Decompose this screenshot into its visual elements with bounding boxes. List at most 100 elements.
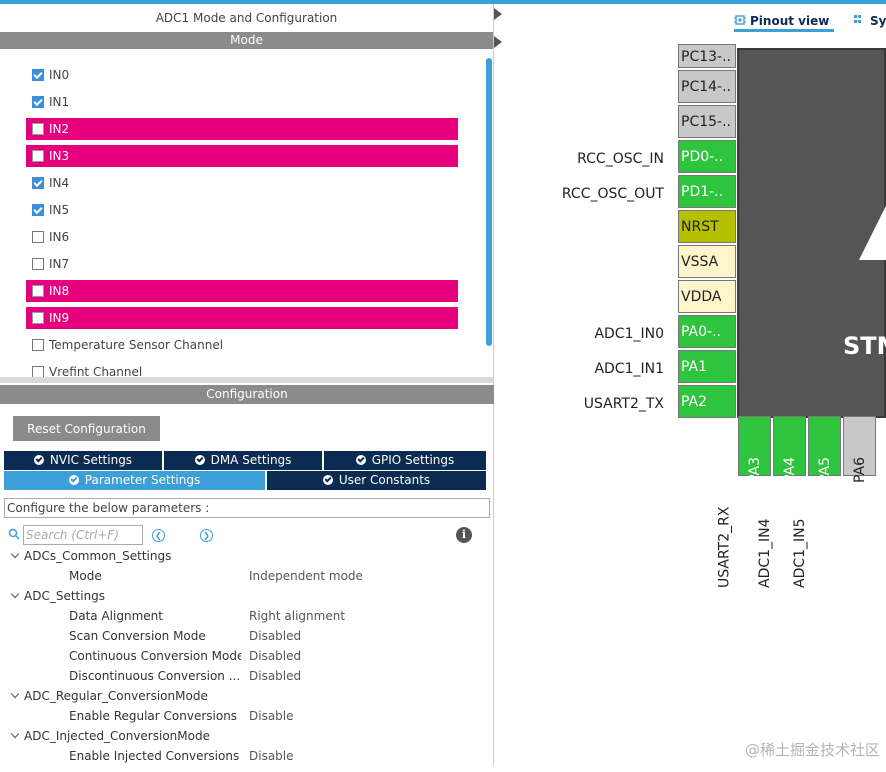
- configuration-header: Configuration: [0, 385, 494, 404]
- top-accent-bar: [0, 0, 886, 4]
- collapse-arrow-icon[interactable]: [494, 36, 502, 48]
- checkbox-checked-icon[interactable]: [32, 69, 44, 81]
- mode-channel-item[interactable]: IN7: [26, 253, 458, 275]
- tree-group-adc-settings[interactable]: ADC_Settings: [10, 586, 105, 606]
- pin-label-pa0: ADC1_IN0: [594, 326, 664, 342]
- mode-channel-label: IN5: [49, 203, 70, 217]
- checkbox-unchecked-icon[interactable]: [32, 150, 44, 162]
- mode-channel-label: IN3: [49, 149, 70, 163]
- mode-channel-label: Temperature Sensor Channel: [49, 338, 224, 352]
- search-icon: [8, 528, 20, 540]
- mode-header: Mode: [0, 32, 493, 49]
- pin-pa6[interactable]: PA6: [843, 416, 876, 483]
- collapse-arrow-icon[interactable]: [494, 8, 502, 20]
- mode-channel-item[interactable]: IN3: [26, 145, 458, 167]
- param-enable-regular-conversions[interactable]: Enable Regular Conversions Disable: [69, 709, 294, 723]
- tab-system-view[interactable]: Sy: [854, 10, 886, 32]
- tab-pinout-view[interactable]: Pinout view: [734, 10, 834, 32]
- reset-configuration-button[interactable]: Reset Configuration: [13, 416, 160, 441]
- param-data-alignment[interactable]: Data Alignment Right alignment: [69, 609, 346, 623]
- chevron-down-icon: [10, 549, 20, 559]
- checkbox-unchecked-icon[interactable]: [32, 123, 44, 135]
- st-logo-icon: [859, 206, 886, 260]
- tree-group-adc-injected-conversion-mode[interactable]: ADC_Injected_ConversionMode: [10, 726, 210, 746]
- pin-pc15[interactable]: PC15-..: [678, 105, 736, 138]
- tab-user-constants[interactable]: User Constants: [267, 471, 487, 490]
- checkbox-unchecked-icon[interactable]: [32, 312, 44, 324]
- mode-channel-label: Vrefint Channel: [49, 365, 143, 378]
- checkbox-unchecked-icon[interactable]: [32, 339, 44, 351]
- pin-pd0[interactable]: PD0-..: [678, 140, 736, 173]
- mode-channel-item[interactable]: IN6: [26, 226, 458, 248]
- tree-group-adcs-common-settings[interactable]: ADCs_Common_Settings: [10, 546, 171, 566]
- mode-channel-label: IN4: [49, 176, 70, 190]
- search-previous-icon[interactable]: ❮: [152, 529, 165, 542]
- info-icon[interactable]: i: [456, 527, 472, 543]
- pin-pa5[interactable]: PA5: [808, 416, 841, 483]
- pin-vdda[interactable]: VDDA: [678, 280, 736, 313]
- checkbox-checked-icon[interactable]: [32, 177, 44, 189]
- param-continuous-conversion-mode[interactable]: Continuous Conversion Mode Disabled: [69, 649, 302, 663]
- pin-label-pa1: ADC1_IN1: [594, 361, 664, 377]
- mode-channel-item[interactable]: IN2: [26, 118, 458, 140]
- tree-group-adc-regular-conversion-mode[interactable]: ADC_Regular_ConversionMode: [10, 686, 208, 706]
- param-mode[interactable]: Mode Independent mode: [69, 569, 363, 583]
- pin-label-pd0: RCC_OSC_IN: [577, 151, 664, 167]
- pin-pa4[interactable]: PA4: [773, 416, 806, 483]
- mode-configuration-panel: ADC1 Mode and Configuration Mode IN0 IN1 I…: [0, 4, 494, 766]
- mode-channel-item[interactable]: IN5: [26, 199, 458, 221]
- chevron-down-icon: [10, 729, 20, 739]
- check-circle-icon: [33, 455, 44, 465]
- mode-channel-label: IN0: [49, 68, 70, 82]
- pin-pc14[interactable]: PC14-..: [678, 70, 736, 103]
- chevron-down-icon: [10, 589, 20, 599]
- pin-label-pa5: ADC1_IN5: [792, 518, 809, 588]
- pinout-panel: Pinout view Sy STM PC13-.. PC14-.. PC15-…: [502, 4, 886, 766]
- chip-name: STM: [843, 332, 886, 360]
- mode-channel-item[interactable]: IN8: [26, 280, 458, 302]
- pin-vssa[interactable]: VSSA: [678, 245, 736, 278]
- param-discontinuous-conversion[interactable]: Discontinuous Conversion ... Disabled: [69, 669, 302, 683]
- pin-label-pd1: RCC_OSC_OUT: [561, 186, 664, 202]
- pin-pa2[interactable]: PA2: [678, 385, 736, 418]
- panel-splitter[interactable]: [0, 377, 494, 383]
- pin-label-pa2: USART2_TX: [583, 396, 664, 412]
- mode-channel-item[interactable]: Vrefint Channel: [26, 361, 458, 378]
- pin-nrst[interactable]: NRST: [678, 210, 736, 243]
- mode-channel-item[interactable]: IN0: [26, 64, 458, 86]
- param-enable-injected-conversions[interactable]: Enable Injected Conversions Disable: [69, 749, 294, 763]
- tab-nvic-settings[interactable]: NVIC Settings: [4, 451, 163, 470]
- mode-channel-label: IN6: [49, 230, 70, 244]
- checkbox-unchecked-icon[interactable]: [32, 285, 44, 297]
- watermark: @稀土掘金技术社区: [744, 741, 880, 759]
- mode-channel-label: IN7: [49, 257, 70, 271]
- list-icon: [854, 15, 861, 23]
- search-input[interactable]: [23, 525, 143, 545]
- checkbox-unchecked-icon[interactable]: [32, 258, 44, 270]
- pin-pa0[interactable]: PA0-..: [678, 315, 736, 348]
- checkbox-checked-icon[interactable]: [32, 96, 44, 108]
- mode-channel-label: IN1: [49, 95, 70, 109]
- mode-list-scrollbar[interactable]: [486, 58, 492, 346]
- tab-parameter-settings[interactable]: Parameter Settings: [4, 471, 266, 490]
- search-next-icon[interactable]: ❯: [200, 529, 213, 542]
- pin-pc13[interactable]: PC13-..: [678, 44, 736, 68]
- pin-pa3[interactable]: PA3: [738, 416, 771, 483]
- pin-pd1[interactable]: PD1-..: [678, 175, 736, 208]
- param-scan-conversion-mode[interactable]: Scan Conversion Mode Disabled: [69, 629, 302, 643]
- checkbox-unchecked-icon[interactable]: [32, 231, 44, 243]
- mcu-chip[interactable]: STM: [737, 48, 886, 418]
- parameter-search-bar: ❮ ❯ i: [8, 524, 488, 546]
- pin-pa1[interactable]: PA1: [678, 350, 736, 383]
- mode-channel-item[interactable]: IN4: [26, 172, 458, 194]
- checkbox-checked-icon[interactable]: [32, 204, 44, 216]
- mode-channel-label: IN8: [49, 284, 70, 298]
- mode-channel-item[interactable]: IN1: [26, 91, 458, 113]
- mode-channel-item[interactable]: IN9: [26, 307, 458, 329]
- mode-channel-item[interactable]: Temperature Sensor Channel: [26, 334, 458, 356]
- tab-gpio-settings[interactable]: GPIO Settings: [324, 451, 487, 470]
- tab-dma-settings[interactable]: DMA Settings: [164, 451, 323, 470]
- check-circle-icon: [194, 455, 205, 465]
- configure-description: Configure the below parameters :: [4, 498, 490, 518]
- check-circle-icon: [355, 455, 366, 465]
